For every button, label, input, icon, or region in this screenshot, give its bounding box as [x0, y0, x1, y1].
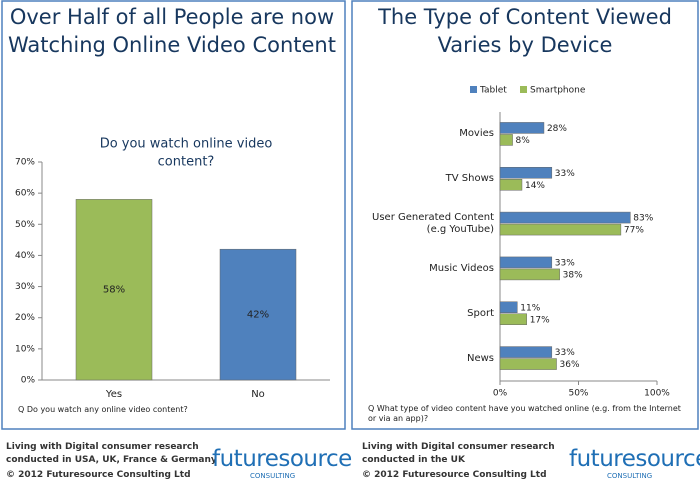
logo-sub: CONSULTING: [607, 472, 653, 480]
value-label: 77%: [624, 226, 644, 236]
y-tick-label: 50%: [15, 220, 35, 230]
value-label: 58%: [103, 285, 125, 296]
value-label: 28%: [547, 124, 567, 134]
value-label: 33%: [555, 169, 575, 179]
logo-sub: CONSULTING: [250, 472, 296, 480]
x-tick-label: No: [251, 389, 265, 400]
footer-line: Living with Digital consumer research: [6, 442, 199, 452]
x-tick-label: 0%: [493, 389, 508, 399]
bar: [499, 358, 557, 370]
footer-line: © 2012 Futuresource Consulting Ltd: [362, 470, 547, 480]
footer-line: conducted in USA, UK, France & Germany: [6, 455, 217, 465]
footer-line: conducted in the UK: [362, 455, 465, 465]
bar: [499, 167, 553, 179]
y-tick-label: 60%: [15, 189, 35, 199]
bar: [499, 301, 518, 313]
y-tick-label: 70%: [15, 158, 35, 168]
left-panel: [1, 0, 346, 430]
legend-swatch: [470, 86, 477, 93]
bar: [499, 134, 513, 146]
chart-title: The Type of Content Viewed: [377, 5, 672, 29]
y-tick-label: 20%: [15, 313, 35, 323]
x-tick-label: 100%: [644, 389, 670, 399]
bar: [499, 346, 553, 358]
value-label: 11%: [520, 303, 540, 313]
bar: [499, 179, 523, 191]
category-label: TV Shows: [445, 173, 494, 185]
y-tick-label: 0%: [21, 376, 36, 386]
right-panel: [351, 0, 699, 430]
chart-subtitle: content?: [158, 155, 215, 170]
bar: [499, 122, 545, 134]
chart-subtitle: Do you watch online video: [100, 137, 273, 152]
value-label: 8%: [516, 136, 531, 146]
bar: [499, 268, 560, 281]
category-label: Movies: [459, 128, 494, 140]
category-label: Sport: [467, 307, 494, 319]
legend-swatch: [520, 86, 527, 93]
chart-title: Watching Online Video Content: [8, 33, 336, 57]
bar: [499, 211, 631, 224]
x-tick-label: 50%: [568, 389, 588, 399]
logo-name: futuresource: [569, 446, 700, 472]
chart-title: Varies by Device: [438, 33, 613, 57]
value-label: 42%: [247, 310, 269, 321]
footer-line: © 2012 Futuresource Consulting Ltd: [6, 470, 191, 480]
bar: [75, 199, 153, 381]
value-label: 33%: [555, 258, 575, 268]
legend-label: Smartphone: [530, 86, 586, 96]
value-label: 14%: [525, 181, 545, 191]
y-tick-label: 30%: [15, 282, 35, 292]
y-tick-label: 10%: [15, 344, 35, 354]
value-label: 17%: [530, 315, 550, 325]
category-label: User Generated Content (e.g YouTube): [372, 212, 494, 236]
legend-label: Tablet: [479, 86, 507, 96]
bar: [499, 256, 553, 269]
question-note: Q What type of video content have you wa…: [368, 404, 681, 423]
footer-line: Living with Digital consumer research: [362, 442, 555, 452]
value-label: 33%: [555, 348, 575, 358]
chart-title: Over Half of all People are now: [10, 5, 334, 29]
category-label: News: [466, 352, 494, 364]
x-tick-label: Yes: [105, 389, 122, 400]
value-label: 38%: [563, 270, 583, 280]
value-label: 36%: [560, 360, 580, 370]
bar: [499, 313, 527, 325]
logo-name: futuresource: [212, 446, 352, 472]
y-tick-label: 40%: [15, 251, 35, 261]
value-label: 83%: [633, 214, 653, 224]
category-label: Music Videos: [429, 262, 494, 274]
bar: [219, 248, 297, 381]
bar: [499, 223, 622, 236]
question-note: Q Do you watch any online video content?: [18, 405, 188, 414]
